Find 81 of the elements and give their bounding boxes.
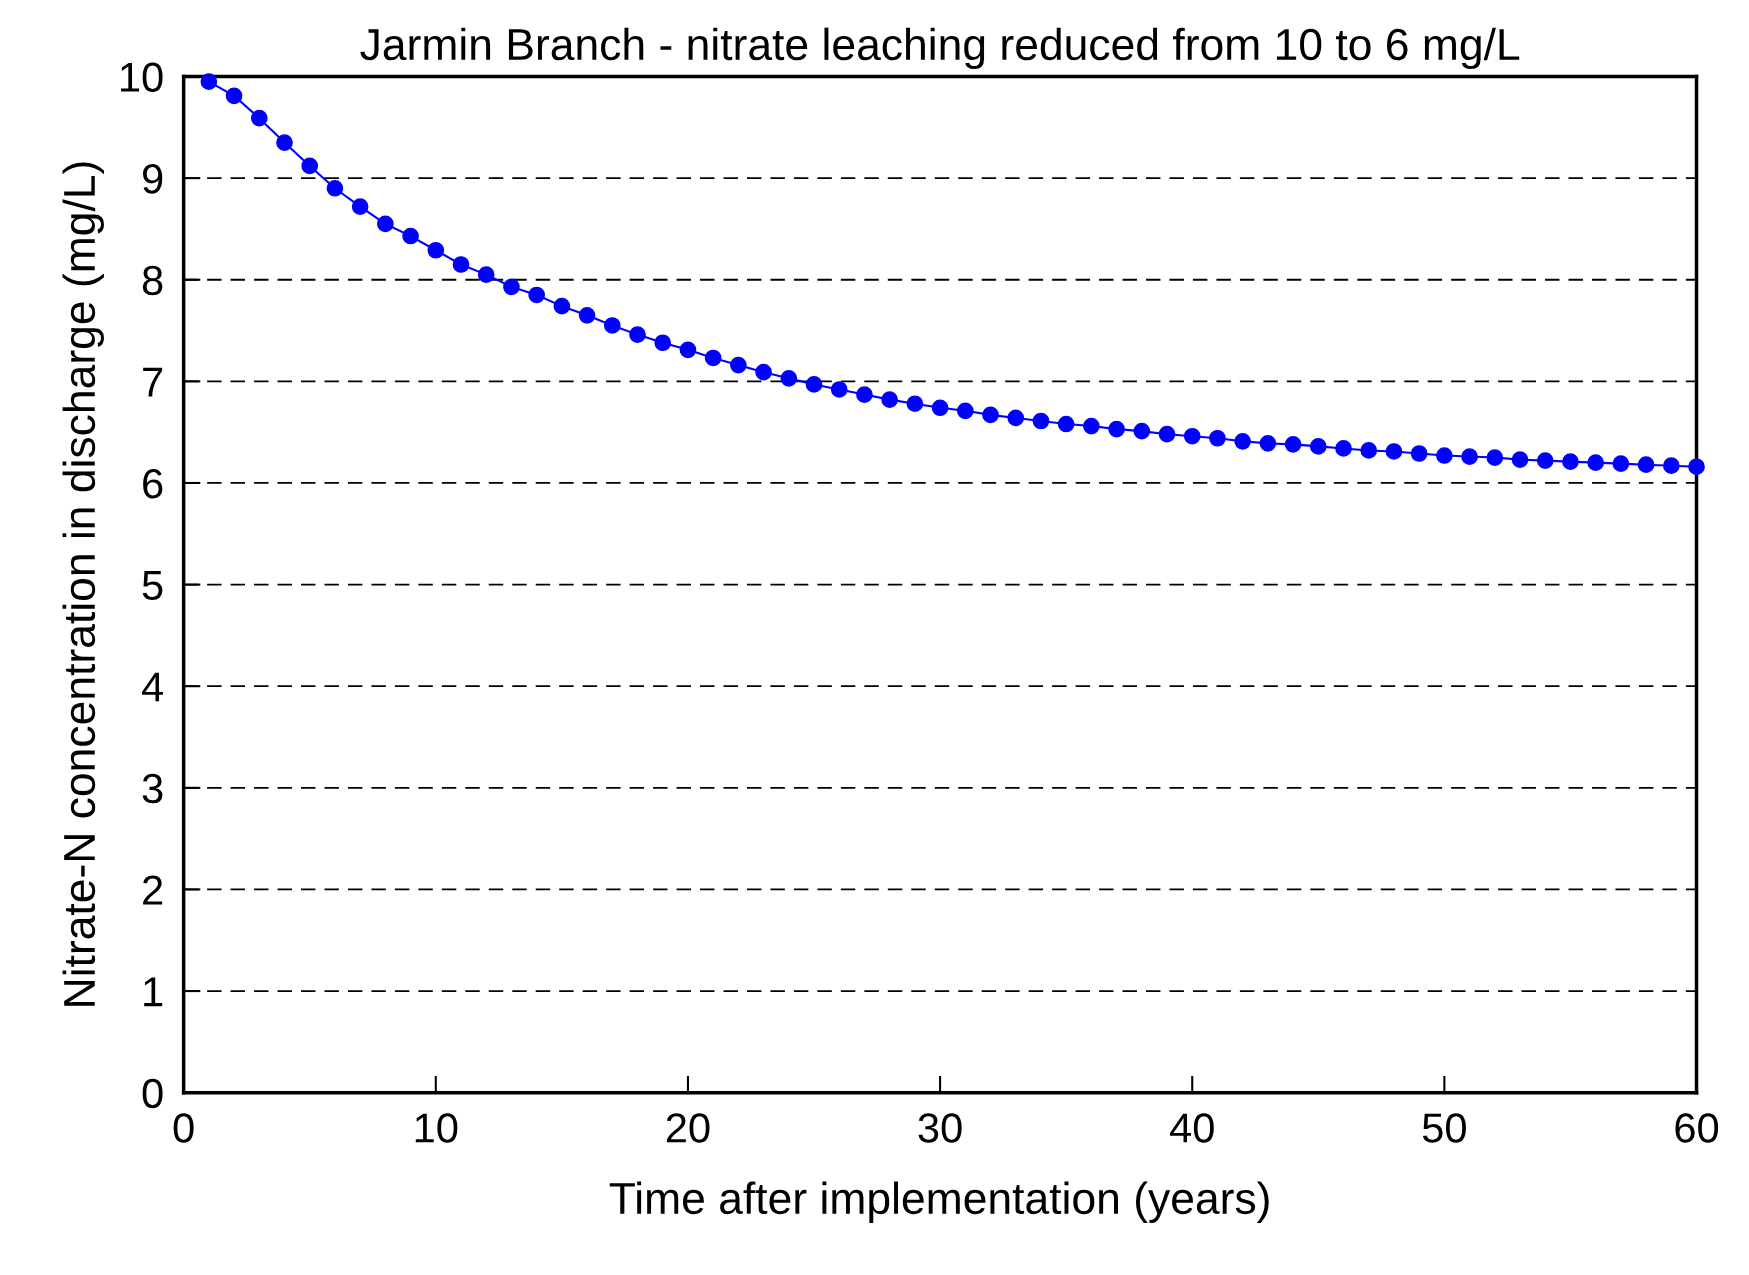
point [1183,427,1201,445]
chart-title: Jarmin Branch - nitrate leaching reduced from 10 to 6 mg/L [360,27,1520,70]
point [1309,438,1327,455]
point [956,402,974,420]
point [856,386,873,403]
y-tick-label: 8 [142,265,163,296]
point [326,179,344,197]
point [906,395,924,413]
point [1158,425,1176,443]
point [250,109,268,127]
x-tick-label: 50 [1422,1113,1466,1143]
point [1662,457,1680,475]
point [452,256,470,273]
point [225,87,243,105]
point [1360,442,1378,459]
y-tick-label: 5 [142,571,163,601]
y-tick-label: 7 [143,367,163,397]
point [730,356,747,374]
point [1486,449,1504,466]
y-axis-title: Nitrate-N concentration in discharge (mg/L) [62,162,104,1006]
y-tick-label: 10 [121,62,163,93]
point [1284,436,1302,453]
x-tick-label: 60 [1675,1113,1719,1143]
point [1410,445,1428,462]
x-axis-title: Time after implementation (years) [609,1181,1269,1223]
point [503,278,520,296]
y-tick-label: 0 [142,1078,163,1109]
point [1259,435,1277,452]
point [1461,448,1478,465]
point [528,286,545,304]
point [1209,429,1226,447]
point [1335,440,1352,457]
point [881,391,898,408]
point [603,317,621,334]
x-tick-label: 20 [666,1113,710,1143]
point [578,306,596,324]
y-tick-label: 2 [143,875,163,905]
y-tick-label: 1 [144,977,163,1007]
point [654,334,672,352]
y-tick-label: 3 [142,773,163,804]
point [1637,456,1655,474]
point [1108,420,1125,438]
point [477,266,495,283]
y-tick-label: 9 [142,164,163,194]
point [1083,417,1100,435]
point [931,399,949,417]
point [351,198,369,215]
point [1688,458,1705,476]
point [1436,447,1453,464]
point [1536,452,1554,469]
point [780,369,798,387]
point [629,326,646,343]
point [1032,412,1050,430]
point [704,349,722,367]
point [1385,443,1403,460]
point [1562,453,1579,470]
point [805,376,823,393]
x-tick-label: 30 [918,1113,962,1143]
y-tick-label: 4 [141,672,163,702]
point [1234,432,1251,450]
x-tick-label: 10 [415,1113,458,1143]
point [1612,455,1630,472]
point [553,297,571,315]
point [200,73,218,90]
point [276,134,293,151]
point [402,227,419,245]
x-tick-label: 0 [173,1113,194,1143]
x-tick-label: 40 [1170,1113,1214,1143]
point [1133,422,1151,440]
point [1057,415,1075,433]
point [982,406,999,424]
point [679,341,697,359]
point [1007,409,1025,427]
y-tick-label: 6 [143,468,163,499]
point [830,381,848,398]
point [1587,454,1605,471]
point [1511,451,1529,468]
point [427,241,445,259]
point [301,157,319,175]
point [755,363,772,381]
point [377,215,394,233]
